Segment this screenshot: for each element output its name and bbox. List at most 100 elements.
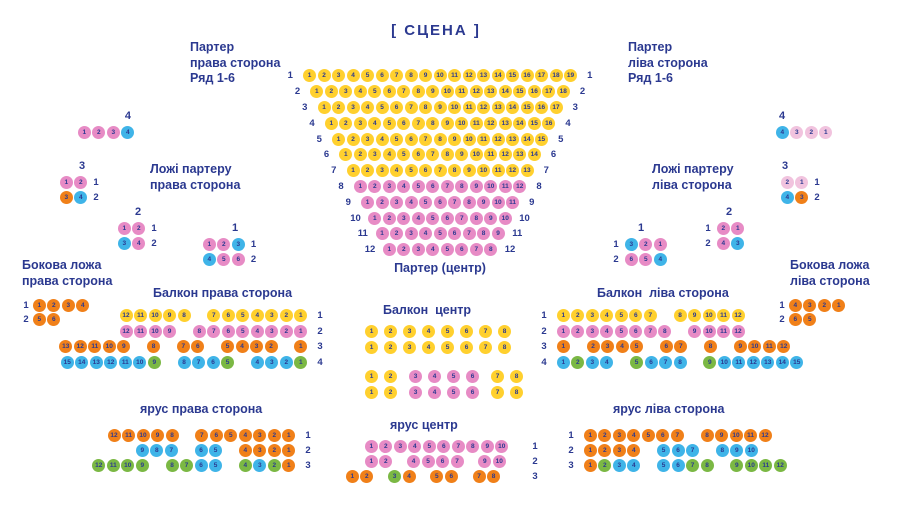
seat-6[interactable]: 6 <box>624 253 638 266</box>
seat-4[interactable]: 4 <box>404 195 418 209</box>
seat-1[interactable]: 1 <box>556 324 570 338</box>
seat-2[interactable]: 2 <box>375 195 389 209</box>
seat-5[interactable]: 5 <box>221 340 234 354</box>
seat-3[interactable]: 3 <box>624 238 638 251</box>
seat-9[interactable]: 9 <box>426 85 440 99</box>
seat-10[interactable]: 10 <box>702 324 716 338</box>
seat-5[interactable]: 5 <box>422 440 436 453</box>
seat-8[interactable]: 8 <box>715 444 729 457</box>
seat-1[interactable]: 1 <box>202 238 216 251</box>
seat-2[interactable]: 2 <box>279 324 293 338</box>
seat-6[interactable]: 6 <box>221 324 235 338</box>
seat-3[interactable]: 3 <box>612 444 626 457</box>
seat-15[interactable]: 15 <box>513 85 527 99</box>
seat-4[interactable]: 4 <box>627 444 641 457</box>
seat-3[interactable]: 3 <box>117 237 131 250</box>
seat-6[interactable]: 6 <box>209 429 223 442</box>
seat-5[interactable]: 5 <box>421 455 435 468</box>
seat-5[interactable]: 5 <box>397 148 411 162</box>
seat-7[interactable]: 7 <box>451 440 465 453</box>
seat-5[interactable]: 5 <box>433 227 447 241</box>
seat-7[interactable]: 7 <box>411 116 425 130</box>
seat-18[interactable]: 18 <box>549 69 563 83</box>
seat-6[interactable]: 6 <box>411 148 425 162</box>
seat-6[interactable]: 6 <box>382 85 396 99</box>
seat-7[interactable]: 7 <box>426 148 440 162</box>
seat-1[interactable]: 1 <box>294 355 308 369</box>
seat-12[interactable]: 12 <box>92 459 106 472</box>
seat-4[interactable]: 4 <box>361 100 374 114</box>
seat-13[interactable]: 13 <box>761 355 775 369</box>
seat-4[interactable]: 4 <box>428 370 441 384</box>
seat-7[interactable]: 7 <box>180 459 193 472</box>
seat-15[interactable]: 15 <box>60 355 74 369</box>
seat-15[interactable]: 15 <box>535 132 548 146</box>
seat-8[interactable]: 8 <box>462 195 476 209</box>
seat-4[interactable]: 4 <box>346 69 360 83</box>
seat-5[interactable]: 5 <box>411 179 425 193</box>
seat-6[interactable]: 6 <box>390 100 403 114</box>
seat-10[interactable]: 10 <box>729 429 743 442</box>
seat-4[interactable]: 4 <box>788 299 802 313</box>
seat-11[interactable]: 11 <box>484 148 498 162</box>
seat-8[interactable]: 8 <box>673 309 687 323</box>
seat-13[interactable]: 13 <box>484 85 498 99</box>
seat-6[interactable]: 6 <box>788 312 802 326</box>
seat-4[interactable]: 4 <box>408 440 422 453</box>
seat-7[interactable]: 7 <box>659 355 672 369</box>
seat-9[interactable]: 9 <box>730 444 744 457</box>
seat-11[interactable]: 11 <box>448 69 461 83</box>
seat-7[interactable]: 7 <box>462 227 476 241</box>
seat-3[interactable]: 3 <box>790 126 804 139</box>
seat-11[interactable]: 11 <box>134 309 147 323</box>
seat-6[interactable]: 6 <box>629 309 643 323</box>
seat-10[interactable]: 10 <box>477 164 490 178</box>
seat-7[interactable]: 7 <box>207 309 221 323</box>
seat-8[interactable]: 8 <box>704 340 717 354</box>
seat-9[interactable]: 9 <box>491 227 505 241</box>
seat-5[interactable]: 5 <box>221 355 234 369</box>
seat-9[interactable]: 9 <box>733 340 747 354</box>
seat-1[interactable]: 1 <box>282 459 296 472</box>
seat-3[interactable]: 3 <box>388 470 401 483</box>
seat-16[interactable]: 16 <box>527 85 541 99</box>
seat-3[interactable]: 3 <box>253 429 267 442</box>
seat-10[interactable]: 10 <box>148 324 162 338</box>
seat-8[interactable]: 8 <box>498 325 511 339</box>
seat-3[interactable]: 3 <box>375 164 389 178</box>
seat-4[interactable]: 4 <box>390 164 403 178</box>
seat-4[interactable]: 4 <box>202 253 216 266</box>
seat-2[interactable]: 2 <box>390 227 403 241</box>
seat-5[interactable]: 5 <box>639 253 653 266</box>
seat-2[interactable]: 2 <box>267 444 281 457</box>
seat-2[interactable]: 2 <box>353 148 367 162</box>
seat-3[interactable]: 3 <box>346 100 360 114</box>
seat-12[interactable]: 12 <box>477 100 490 114</box>
seat-9[interactable]: 9 <box>163 309 176 323</box>
seat-11[interactable]: 11 <box>134 324 147 338</box>
seat-2[interactable]: 2 <box>339 116 353 130</box>
seat-10[interactable]: 10 <box>744 459 758 472</box>
seat-3[interactable]: 3 <box>795 191 809 204</box>
seat-13[interactable]: 13 <box>89 355 103 369</box>
seat-8[interactable]: 8 <box>700 459 714 472</box>
seat-6[interactable]: 6 <box>437 440 451 453</box>
seat-5[interactable]: 5 <box>440 243 454 257</box>
seat-12[interactable]: 12 <box>119 324 133 338</box>
seat-3[interactable]: 3 <box>403 340 416 354</box>
seat-5[interactable]: 5 <box>361 69 374 83</box>
seat-5[interactable]: 5 <box>419 195 432 209</box>
seat-1[interactable]: 1 <box>382 243 396 257</box>
seat-4[interactable]: 4 <box>238 429 252 442</box>
seat-6[interactable]: 6 <box>419 164 432 178</box>
seat-2[interactable]: 2 <box>92 126 106 139</box>
seat-8[interactable]: 8 <box>700 429 714 442</box>
seat-7[interactable]: 7 <box>419 132 432 146</box>
seat-2[interactable]: 2 <box>217 238 231 251</box>
seat-4[interactable]: 4 <box>428 385 441 399</box>
seat-4[interactable]: 4 <box>76 299 90 313</box>
seat-7[interactable]: 7 <box>479 325 492 339</box>
seat-3[interactable]: 3 <box>731 237 745 250</box>
seat-9[interactable]: 9 <box>440 116 454 130</box>
seat-16[interactable]: 16 <box>520 69 534 83</box>
